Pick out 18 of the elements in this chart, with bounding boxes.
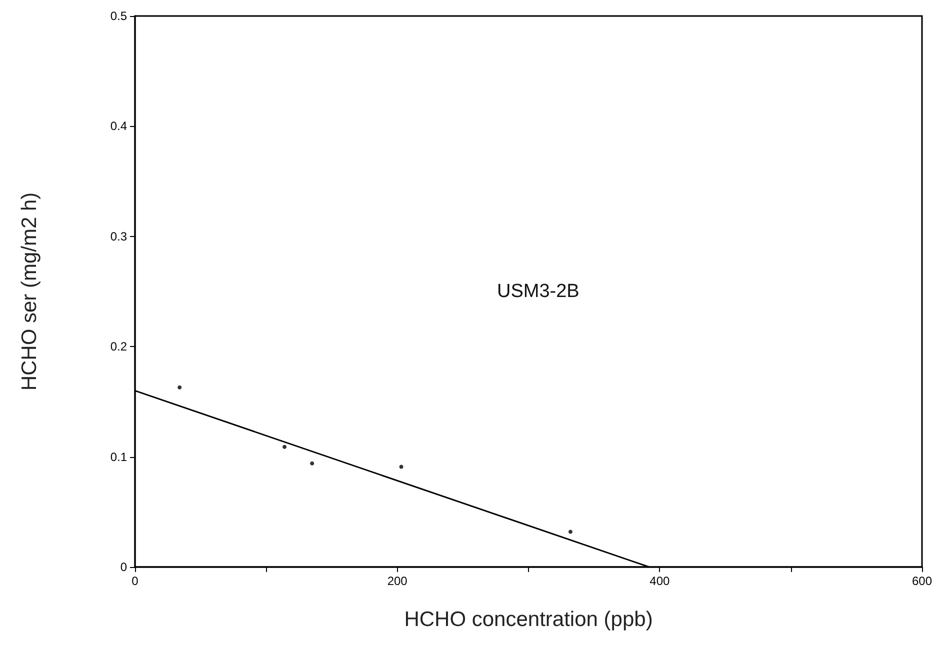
y-axis-title: HCHO ser (mg/m2 h)	[18, 192, 41, 391]
x-tick-label: 600	[912, 574, 932, 588]
y-tick-label: 0.2	[110, 340, 128, 354]
x-tick-label: 400	[650, 574, 670, 588]
point	[310, 461, 314, 466]
y-tick-label: 0.1	[110, 450, 128, 464]
x-tick-label: 0	[132, 574, 139, 588]
point	[399, 464, 404, 469]
annotation: USM3-2B	[497, 281, 580, 302]
point	[178, 385, 182, 390]
y-tick-label: 0.5	[110, 9, 128, 23]
y-tick-label: 0.4	[110, 119, 128, 134]
y-tick-label: 0.3	[110, 229, 128, 244]
y-tick-label: 0	[120, 560, 128, 574]
x-tick-label: 200	[387, 574, 408, 588]
point	[282, 444, 287, 449]
x-axis-title: HCHO concentration (ppb)	[404, 608, 653, 631]
point	[568, 530, 572, 534]
